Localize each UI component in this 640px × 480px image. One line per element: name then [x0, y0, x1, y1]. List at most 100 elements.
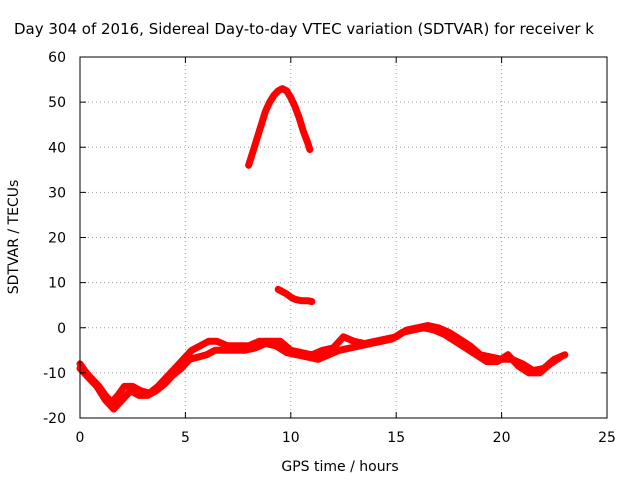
- data-point: [420, 324, 427, 331]
- data-point: [152, 387, 159, 394]
- data-point: [504, 351, 511, 358]
- data-point: [315, 356, 322, 363]
- data-point: [319, 347, 326, 354]
- data-point: [346, 345, 353, 352]
- data-point: [357, 342, 364, 349]
- data-point: [452, 338, 459, 345]
- data-point: [294, 351, 301, 358]
- data-point: [144, 392, 151, 399]
- data-point: [136, 392, 142, 399]
- data-point: [536, 369, 543, 376]
- data-point: [410, 327, 417, 333]
- data-point: [526, 369, 532, 376]
- x-tick-label: 10: [282, 430, 300, 446]
- x-tick-label: 20: [493, 430, 511, 446]
- data-point: [119, 396, 126, 403]
- series-arc: [245, 85, 314, 169]
- data-point: [121, 383, 128, 390]
- data-point: [258, 121, 265, 128]
- data-point: [178, 365, 185, 372]
- data-point: [298, 297, 305, 304]
- data-point: [306, 146, 313, 153]
- data-point: [211, 347, 218, 354]
- data-point: [110, 406, 117, 412]
- data-point: [203, 351, 210, 358]
- data-point: [266, 99, 273, 106]
- data-point: [283, 87, 290, 94]
- data-series: [76, 85, 569, 413]
- y-tick-label: 60: [48, 50, 66, 66]
- y-tick-label: -20: [43, 411, 66, 427]
- y-tick-label: 40: [48, 140, 66, 156]
- data-point: [300, 128, 307, 135]
- data-point: [262, 340, 269, 347]
- data-point: [389, 336, 395, 342]
- data-point: [161, 381, 168, 388]
- data-point: [441, 331, 448, 338]
- data-point: [214, 338, 220, 345]
- data-point: [304, 139, 311, 146]
- data-point: [273, 342, 279, 349]
- data-point: [249, 148, 256, 155]
- y-tick-label: 20: [48, 231, 66, 247]
- data-point: [270, 92, 277, 99]
- data-point: [292, 296, 298, 303]
- data-point: [230, 347, 237, 354]
- data-point: [245, 162, 252, 169]
- data-point: [340, 333, 347, 340]
- y-tick-label: 30: [48, 185, 66, 201]
- data-point: [378, 338, 385, 345]
- data-point: [195, 354, 201, 361]
- data-point: [102, 396, 109, 403]
- data-point: [515, 363, 522, 370]
- x-tick-label: 5: [181, 430, 190, 446]
- data-point: [399, 329, 406, 336]
- data-point: [197, 342, 204, 349]
- data-point: [494, 358, 501, 365]
- data-point: [287, 94, 294, 101]
- data-point: [325, 351, 332, 358]
- y-tick-label: -10: [43, 366, 66, 382]
- data-point: [351, 338, 357, 345]
- data-point: [277, 338, 284, 345]
- chart-title: Day 304 of 2016, Sidereal Day-to-day VTE…: [14, 20, 594, 38]
- data-point: [220, 347, 227, 354]
- data-point: [296, 114, 303, 121]
- data-point: [304, 354, 311, 361]
- data-point: [367, 340, 374, 347]
- data-point: [254, 135, 261, 142]
- axis-ticks: 0 5 10 15 20 25 -20 -10 0 10 20 30 40 50 60: [43, 50, 616, 446]
- data-point: [557, 354, 564, 361]
- y-tick-label: 10: [48, 276, 66, 292]
- data-point: [283, 290, 290, 297]
- data-point: [169, 372, 176, 379]
- data-point: [462, 345, 469, 352]
- data-point: [262, 108, 269, 115]
- data-point: [292, 103, 298, 110]
- x-tick-label: 15: [387, 430, 405, 446]
- x-tick-label: 25: [598, 430, 616, 446]
- x-axis-label: GPS time / hours: [281, 459, 398, 475]
- series-baseline-lower: [76, 324, 565, 413]
- data-point: [93, 383, 100, 390]
- data-point: [205, 338, 212, 345]
- data-point: [127, 387, 134, 394]
- data-point: [308, 298, 315, 305]
- data-point: [85, 374, 92, 381]
- y-tick-label: 0: [57, 321, 66, 337]
- data-point: [483, 358, 490, 365]
- data-point: [241, 347, 248, 354]
- data-point: [252, 345, 258, 352]
- data-point: [336, 347, 343, 354]
- data-point: [188, 347, 195, 354]
- x-tick-label: 0: [76, 430, 85, 446]
- data-point: [114, 392, 121, 399]
- data-point: [431, 327, 438, 333]
- y-axis-label: SDTVAR / TECUs: [6, 180, 22, 295]
- data-point: [186, 356, 193, 363]
- data-point: [547, 360, 554, 367]
- y-tick-label: 50: [48, 95, 66, 111]
- data-point: [473, 351, 480, 358]
- data-point: [283, 349, 290, 356]
